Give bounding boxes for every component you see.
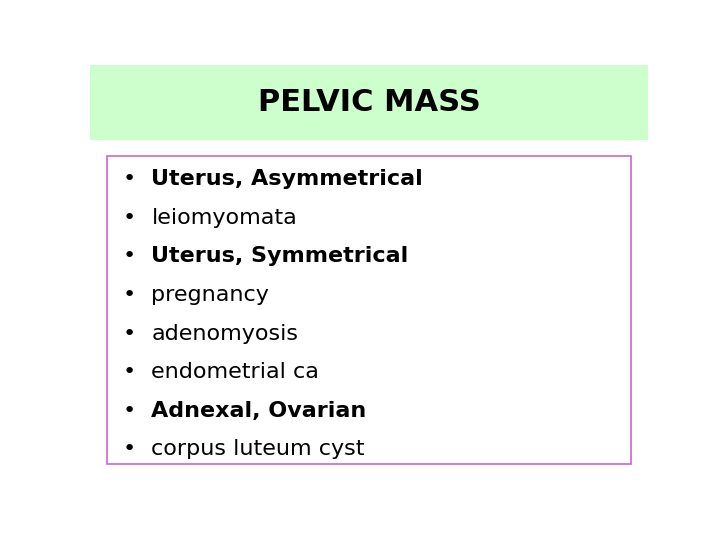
Text: leiomyomata: leiomyomata	[151, 208, 297, 228]
Text: pregnancy: pregnancy	[151, 285, 269, 305]
Text: adenomyosis: adenomyosis	[151, 323, 298, 343]
Text: •: •	[122, 208, 135, 228]
FancyBboxPatch shape	[107, 156, 631, 464]
Text: endometrial ca: endometrial ca	[151, 362, 319, 382]
Text: •: •	[122, 440, 135, 460]
Text: PELVIC MASS: PELVIC MASS	[258, 87, 480, 117]
Text: •: •	[122, 246, 135, 266]
FancyBboxPatch shape	[90, 65, 648, 140]
Text: Adnexal, Ovarian: Adnexal, Ovarian	[151, 401, 366, 421]
Text: •: •	[122, 169, 135, 189]
Text: Uterus, Symmetrical: Uterus, Symmetrical	[151, 246, 409, 266]
Text: •: •	[122, 323, 135, 343]
Text: Uterus, Asymmetrical: Uterus, Asymmetrical	[151, 169, 423, 189]
Text: corpus luteum cyst: corpus luteum cyst	[151, 440, 365, 460]
Text: •: •	[122, 362, 135, 382]
Text: •: •	[122, 285, 135, 305]
Text: •: •	[122, 401, 135, 421]
